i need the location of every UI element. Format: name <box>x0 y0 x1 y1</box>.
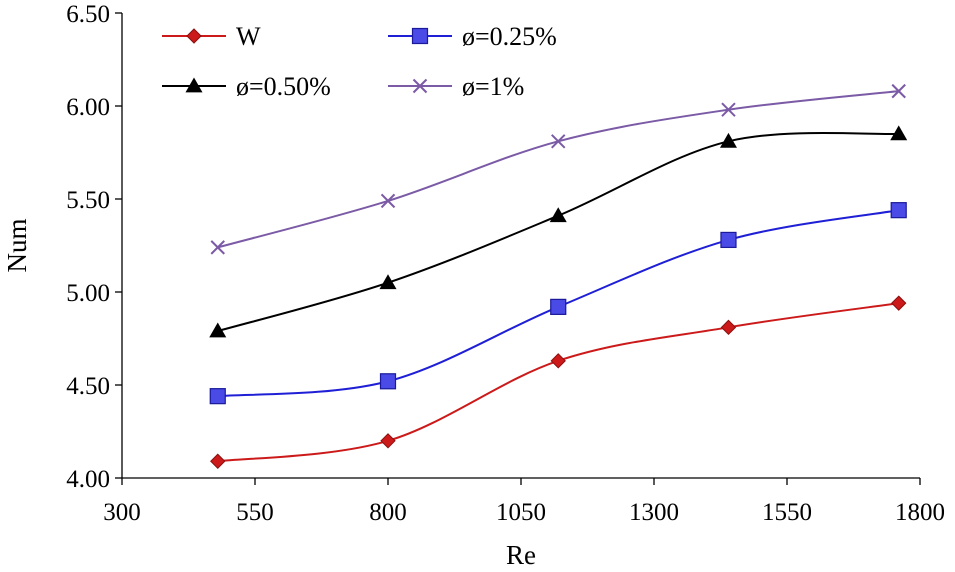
series-lines <box>217 90 899 463</box>
x-tick-label: 550 <box>236 499 274 526</box>
data-point <box>720 231 737 249</box>
x-marker-stroke <box>551 134 566 149</box>
data-point <box>210 453 226 469</box>
x-axis-title: Re <box>506 540 536 570</box>
data-point <box>891 83 906 99</box>
data-point <box>550 298 567 315</box>
data-point <box>721 102 736 117</box>
data-point <box>719 132 737 148</box>
legend-label: ø=1% <box>462 72 524 101</box>
y-tick-label: 4.00 <box>66 466 110 493</box>
legend-marker <box>185 77 203 93</box>
y-tick-label: 5.50 <box>66 187 110 214</box>
data-point <box>891 295 907 311</box>
x-tick-label: 800 <box>369 499 407 526</box>
series-line <box>217 90 899 249</box>
x-tick-label: 1800 <box>895 499 945 526</box>
axis-ticks: 4.00 4.50 5.00 5.50 6.00 6.50 300 550 800 1050 130… <box>66 1 945 526</box>
legend-label: W <box>236 22 261 51</box>
y-axis-title: Num <box>2 219 32 273</box>
series-line <box>217 302 899 463</box>
data-point <box>720 319 737 336</box>
data-point <box>210 240 225 255</box>
legend-marker <box>411 27 429 45</box>
data-point <box>890 125 908 141</box>
y-tick-label: 4.50 <box>66 373 110 400</box>
x-marker-stroke <box>210 240 225 255</box>
data-point <box>209 388 226 405</box>
x-tick-label: 1300 <box>629 499 679 526</box>
data-point <box>379 274 397 290</box>
data-point <box>380 193 396 209</box>
legend-label: ø=0.50% <box>236 72 331 101</box>
x-marker-stroke <box>380 193 396 209</box>
x-marker-stroke <box>891 83 906 99</box>
data-point <box>209 322 227 338</box>
legend-marker <box>412 78 428 94</box>
data-point <box>549 207 567 223</box>
y-tick-label: 6.00 <box>66 94 110 121</box>
legend-label: ø=0.25% <box>462 22 557 51</box>
data-point <box>379 373 397 390</box>
data-point <box>551 134 566 149</box>
legend-marker <box>186 28 202 44</box>
x-tick-label: 300 <box>103 499 141 526</box>
data-point <box>550 353 566 369</box>
x-tick-label: 1550 <box>762 499 812 526</box>
series-markers <box>209 83 908 469</box>
data-point <box>890 202 907 219</box>
x-tick-label: 1050 <box>496 499 546 526</box>
x-marker-stroke <box>412 78 428 94</box>
y-tick-label: 6.50 <box>66 1 110 28</box>
y-tick-label: 5.00 <box>66 280 110 307</box>
x-marker-stroke <box>721 102 736 117</box>
data-point <box>380 433 396 449</box>
